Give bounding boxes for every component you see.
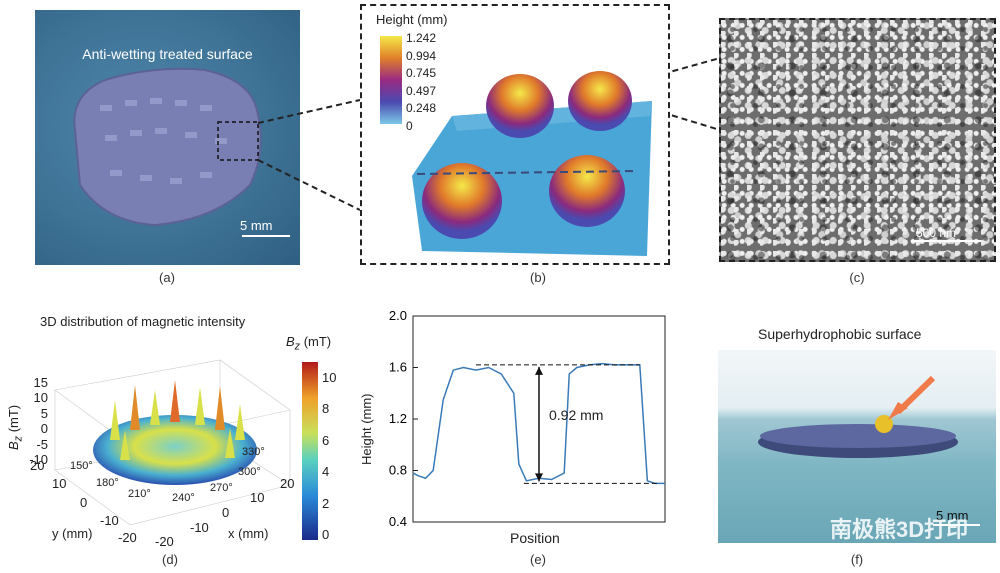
panel-e-annotation: 0.92 mm [549, 407, 604, 423]
panel-d-x-label: x (mm) [228, 526, 269, 541]
watermark: 南极熊3D打印 [830, 517, 969, 542]
y-tick: 20 [30, 458, 45, 473]
sample-photo [73, 67, 290, 237]
magnetic-surface-3d [54, 359, 318, 540]
colorbar-tick: 0 [406, 118, 413, 133]
height-profile-line [412, 362, 665, 485]
panel-e-height-profile: 2.0 1.6 1.2 0.8 0.4 Height (mm) Position 0.9… [355, 300, 685, 573]
y-tick-label: 2.0 [389, 308, 407, 323]
panel-d-z-ticks: 15 10 5 0 -5 -10 [29, 375, 48, 468]
angle-label: 210° [128, 488, 151, 500]
y-tick: -20 [118, 530, 137, 545]
colorbar-tick: 1.242 [406, 31, 437, 45]
height-map-3d [380, 36, 652, 256]
arrow-head [535, 366, 543, 375]
panel-e-label: (e) [530, 552, 546, 567]
panel-c-scale-bar: 500 nm [916, 226, 957, 240]
panel-d-z-label: Bz (mT) [6, 404, 25, 450]
panel-f-title: Superhydrophobic surface [758, 326, 922, 342]
panel-b-label: (b) [530, 270, 546, 285]
panel-d-colorbar-ticks: 10 8 6 4 2 0 [322, 370, 337, 543]
x-tick: 20 [280, 476, 295, 491]
colorbar-title: Height (mm) [376, 12, 448, 27]
panel-d-magnetic-plot: 3D distribution of magnetic intensity [0, 300, 350, 573]
y-tick-label: 0.4 [389, 514, 407, 529]
colorbar-tick: 0.248 [406, 101, 437, 116]
angle-label: 300° [238, 466, 261, 478]
magnetic-colorbar [302, 362, 318, 540]
panel-e-y-label: Height (mm) [359, 393, 374, 465]
y-tick: -10 [100, 513, 119, 528]
arrow-head [535, 473, 543, 482]
x-tick: 10 [250, 490, 265, 505]
droplet-photo [758, 375, 980, 526]
panel-a-photo: Anti-wetting treated surface 5 mm [35, 10, 300, 265]
y-tick: 10 [52, 476, 67, 491]
panel-d-colorbar-title: Bz (mT) [286, 334, 332, 353]
x-tick: 0 [222, 505, 230, 520]
panel-d-label: (d) [162, 552, 178, 567]
panel-d-title: 3D distribution of magnetic intensity [40, 314, 246, 329]
y-tick-label: 0.8 [389, 463, 407, 478]
scale-bar-line [911, 240, 981, 242]
panel-a-scale-bar: 5 mm [240, 218, 273, 233]
panel-f-scale-bar: 5 mm [936, 508, 969, 523]
x-tick: -10 [190, 520, 209, 535]
panel-d-y-label: y (mm) [52, 526, 93, 541]
y-tick: 0 [80, 495, 88, 510]
colorbar-ticks: 1.242 0.994 0.745 0.497 0.248 0 [406, 30, 436, 136]
panel-a-title: Anti-wetting treated surface [82, 46, 253, 62]
panel-c-label: (c) [849, 270, 865, 285]
colorbar-tick: 0.994 [406, 48, 437, 63]
y-tick-label: 1.2 [389, 411, 407, 426]
x-tick: -20 [155, 534, 174, 549]
height-profile-chart: 2.0 1.6 1.2 0.8 0.4 [389, 308, 666, 529]
angle-label: 330° [242, 446, 265, 458]
angle-label: 270° [210, 482, 233, 494]
panel-b-height-map: Height (mm) 1.242 0.994 0.745 0.497 0.24… [360, 4, 670, 265]
panel-f-photo: 5 mm 南极熊3D打印 [718, 350, 996, 543]
angle-label: 150° [70, 460, 93, 472]
y-tick-label: 1.6 [389, 360, 407, 375]
panel-a-label: (a) [159, 270, 175, 285]
colorbar-tick: 0.745 [406, 66, 437, 81]
angle-label: 240° [172, 492, 195, 504]
angle-label: 180° [96, 477, 119, 489]
panel-f-label: (f) [850, 552, 864, 567]
panel-e-x-label: Position [510, 530, 560, 546]
colorbar [380, 36, 402, 124]
colorbar-tick: 0.497 [406, 83, 437, 98]
panel-c-sem-image: 500 nm [719, 18, 996, 262]
